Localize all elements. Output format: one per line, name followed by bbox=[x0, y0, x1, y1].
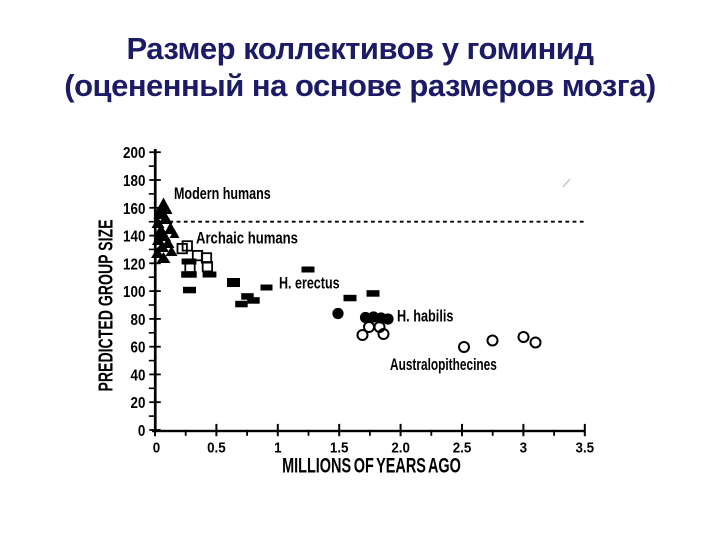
svg-text:PREDICTED GROUP SIZE: PREDICTED GROUP SIZE bbox=[94, 219, 117, 391]
svg-text:200: 200 bbox=[123, 145, 145, 162]
svg-text:2.0: 2.0 bbox=[391, 440, 410, 457]
svg-text:MILLIONS OF YEARS AGO: MILLIONS OF YEARS AGO bbox=[282, 454, 461, 477]
svg-text:160: 160 bbox=[123, 201, 145, 218]
svg-text:H. habilis: H. habilis bbox=[397, 308, 453, 326]
svg-text:Modern humans: Modern humans bbox=[174, 186, 271, 204]
svg-text:H. erectus: H. erectus bbox=[279, 275, 340, 293]
svg-text:3.5: 3.5 bbox=[576, 440, 595, 457]
svg-text:120: 120 bbox=[123, 256, 145, 273]
svg-text:40: 40 bbox=[131, 368, 146, 385]
svg-text:1.5: 1.5 bbox=[330, 440, 349, 457]
svg-text:2.5: 2.5 bbox=[453, 440, 472, 457]
svg-text:80: 80 bbox=[131, 312, 146, 329]
svg-text:0.5: 0.5 bbox=[207, 440, 226, 457]
svg-text:60: 60 bbox=[131, 340, 146, 357]
svg-text:140: 140 bbox=[123, 229, 145, 246]
svg-text:Australopithecines: Australopithecines bbox=[390, 356, 497, 374]
svg-text:0: 0 bbox=[138, 423, 145, 440]
svg-text:100: 100 bbox=[123, 284, 145, 301]
svg-text:1: 1 bbox=[274, 440, 281, 457]
svg-text:3: 3 bbox=[520, 440, 527, 457]
svg-text:20: 20 bbox=[131, 395, 146, 412]
svg-text:0: 0 bbox=[153, 440, 160, 457]
svg-text:180: 180 bbox=[123, 173, 145, 190]
svg-text:Archaic humans: Archaic humans bbox=[196, 230, 298, 248]
